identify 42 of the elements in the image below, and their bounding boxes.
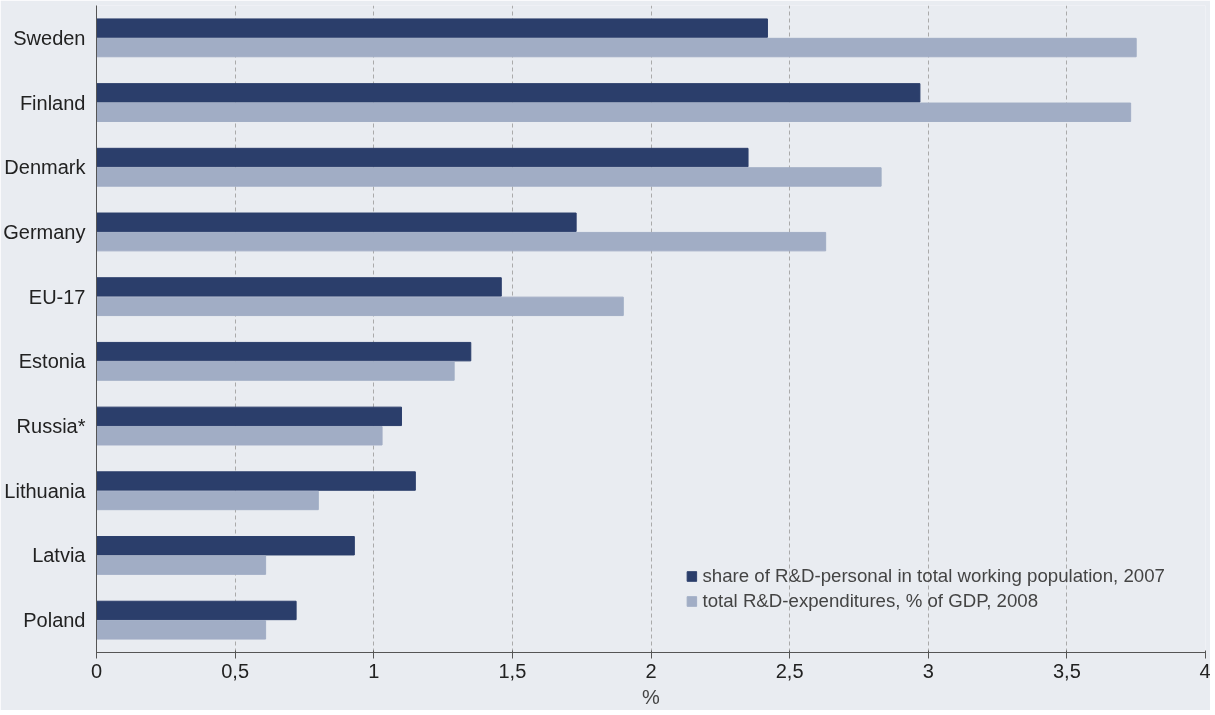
y-tick-label: Poland bbox=[23, 609, 86, 632]
x-tick-label: 0,5 bbox=[221, 659, 250, 682]
x-tick-label: 1,5 bbox=[498, 659, 527, 682]
x-tick-label: 2 bbox=[645, 659, 657, 682]
legend-label: total R&D-expenditures, % of GDP, 2008 bbox=[702, 590, 1039, 612]
bar bbox=[96, 536, 355, 556]
y-tick-label: Denmark bbox=[4, 156, 87, 179]
y-tick-label: Finland bbox=[19, 91, 86, 114]
bar bbox=[96, 555, 267, 575]
bar bbox=[96, 296, 624, 317]
bar bbox=[96, 83, 921, 103]
x-tick-label: 1 bbox=[368, 659, 380, 682]
bar bbox=[96, 600, 297, 621]
x-tick-label: 3,5 bbox=[1052, 659, 1081, 682]
x-tick-label: 4 bbox=[1199, 659, 1211, 682]
y-tick-label: Russia* bbox=[16, 415, 86, 438]
bar bbox=[96, 406, 402, 427]
bar bbox=[96, 102, 1132, 122]
bar bbox=[96, 361, 455, 381]
y-tick-label: EU-17 bbox=[28, 285, 86, 308]
y-tick-label: Germany bbox=[3, 220, 86, 243]
bar bbox=[96, 231, 827, 252]
y-tick-label: Lithuania bbox=[4, 479, 87, 502]
bar bbox=[96, 426, 383, 446]
x-tick-label: 3 bbox=[922, 659, 934, 682]
bar bbox=[96, 620, 267, 640]
bar bbox=[96, 37, 1137, 58]
bar bbox=[96, 490, 319, 511]
bar bbox=[96, 147, 749, 168]
bar bbox=[96, 341, 472, 362]
bar bbox=[96, 277, 502, 297]
y-tick-label: Sweden bbox=[13, 26, 86, 49]
bar bbox=[96, 212, 577, 232]
bar bbox=[96, 18, 768, 38]
x-tick-label: 2,5 bbox=[775, 659, 804, 682]
y-tick-label: Estonia bbox=[18, 350, 87, 373]
y-tick-label: Latvia bbox=[32, 544, 87, 567]
x-axis-title: % bbox=[642, 685, 661, 708]
bar bbox=[96, 167, 882, 187]
legend-label: share of R&D-personal in total working population, 2007 bbox=[702, 565, 1165, 587]
x-tick-label: 0 bbox=[90, 659, 103, 682]
bar bbox=[96, 471, 416, 491]
